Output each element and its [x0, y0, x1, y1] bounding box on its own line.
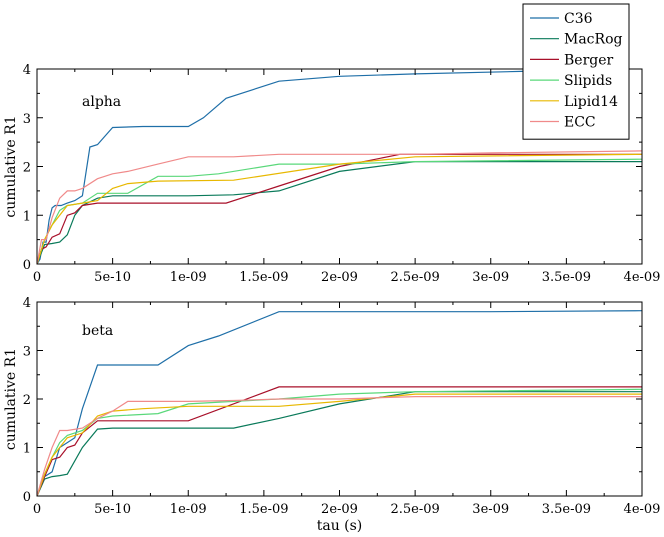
series-line-lipid14 [37, 393, 642, 496]
panel-beta: 0 5e-10 1e-09 1.5e-09 2e-09 2.5e-09 3e-09 3.5e-… [3, 296, 660, 534]
x-tick-label: 2.5e-09 [390, 502, 439, 517]
x-tick-label: 1e-09 [170, 502, 207, 517]
legend-label: ECC [564, 115, 596, 131]
series-line-c36 [37, 69, 597, 264]
x-tick-label: 0 [33, 502, 41, 517]
x-tick-label: 5e-10 [94, 502, 131, 517]
y-tick-label: 2 [23, 161, 31, 176]
x-tick-label: 4e-09 [624, 502, 661, 517]
series-line-ecc [37, 150, 642, 264]
legend: C36 MacRog Berger Slipids Lipid14 ECC [522, 3, 630, 140]
x-tick-label: 1.5e-09 [239, 502, 288, 517]
series-line-slipids [37, 158, 642, 264]
series-line-lipid14 [37, 153, 642, 264]
x-tick-label: 5e-10 [94, 270, 131, 285]
series-line-macrog [37, 391, 642, 496]
x-tick-label: 3e-09 [472, 502, 509, 517]
series-line-berger [37, 153, 642, 264]
x-tick-label: 3e-09 [472, 270, 509, 285]
legend-box [522, 3, 630, 140]
series-line-slipids [37, 388, 642, 496]
x-tick-label: 4e-09 [624, 270, 661, 285]
y-axis-label: cumulative R1 [3, 348, 19, 450]
legend-label: Lipid14 [564, 94, 618, 110]
x-tick-label: 2.5e-09 [390, 270, 439, 285]
series-line-macrog [37, 161, 642, 264]
y-tick-label: 3 [23, 112, 31, 127]
legend-label: MacRog [564, 32, 622, 48]
x-tick-label: 2e-09 [321, 270, 358, 285]
series-line-ecc [37, 396, 642, 496]
legend-label: Slipids [564, 73, 612, 89]
panel-alpha: 0 5e-10 1e-09 1.5e-09 2e-09 2.5e-09 3e-09 3.5e-… [3, 63, 660, 285]
y-tick-label: 0 [23, 258, 31, 273]
y-tick-label: 2 [23, 393, 31, 408]
y-tick-label: 0 [23, 490, 31, 505]
y-tick-label: 1 [23, 209, 31, 224]
panel-annotation: alpha [82, 94, 121, 110]
series-line-c36 [37, 310, 642, 496]
x-tick-label: 3.5e-09 [542, 270, 591, 285]
x-tick-label: 2e-09 [321, 502, 358, 517]
y-tick-label: 1 [23, 442, 31, 457]
y-tick-label: 3 [23, 345, 31, 360]
x-tick-label: 3.5e-09 [542, 502, 591, 517]
y-tick-label: 4 [23, 63, 31, 78]
y-axis-label: cumulative R1 [3, 115, 19, 217]
legend-label: Berger [564, 52, 614, 68]
y-tick-label: 4 [23, 296, 31, 311]
panel-annotation: beta [82, 323, 113, 339]
series-line-berger [37, 386, 642, 496]
legend-label: C36 [564, 11, 593, 27]
x-axis-label: tau (s) [317, 518, 363, 534]
x-tick-label: 1e-09 [170, 270, 207, 285]
x-tick-label: 0 [33, 270, 41, 285]
x-tick-label: 1.5e-09 [239, 270, 288, 285]
